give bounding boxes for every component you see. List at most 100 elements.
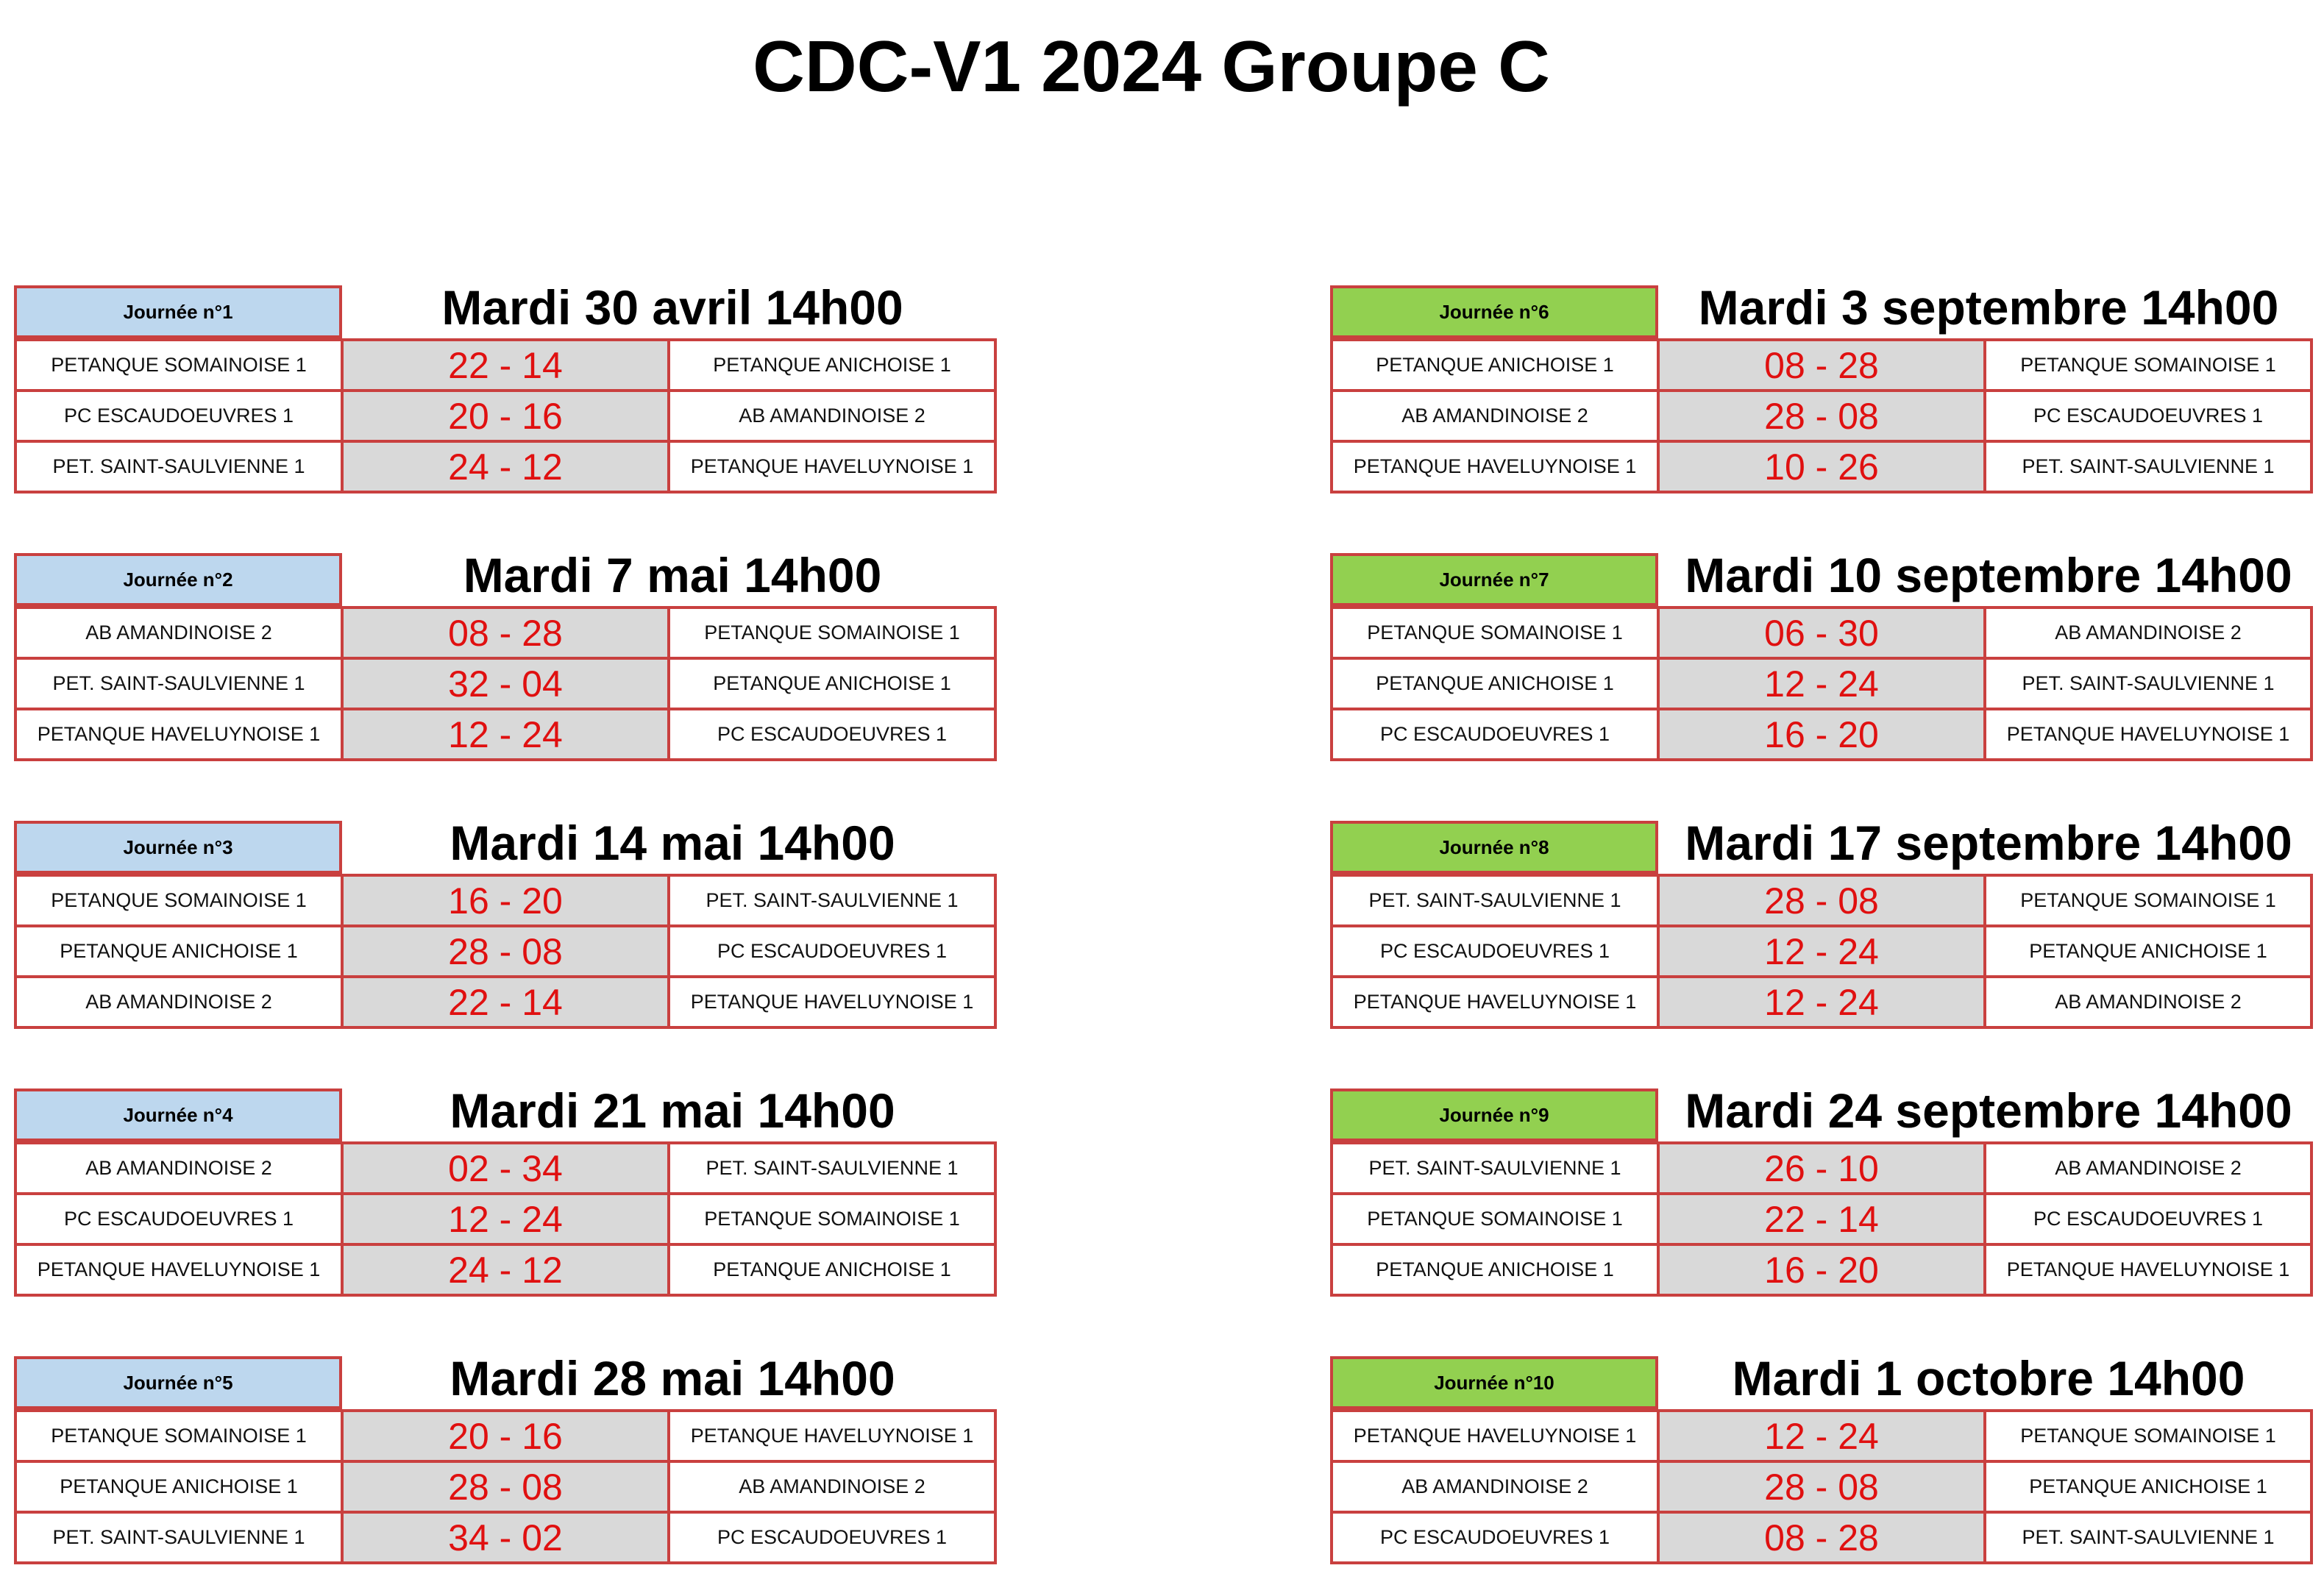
match-row: AB AMANDINOISE 2 02 - 34 PET. SAINT-SAUL…	[14, 1141, 997, 1195]
away-team: PETANQUE ANICHOISE 1	[1983, 1460, 2313, 1514]
home-team: PETANQUE HAVELUYNOISE 1	[1330, 440, 1660, 494]
away-team: PET. SAINT-SAULVIENNE 1	[1983, 440, 2313, 494]
home-team: AB AMANDINOISE 2	[14, 1141, 344, 1195]
home-team: AB AMANDINOISE 2	[1330, 1460, 1660, 1514]
match-row: PET. SAINT-SAULVIENNE 1 34 - 02 PC ESCAU…	[14, 1511, 997, 1564]
score: 28 - 08	[341, 1460, 670, 1514]
away-team: PET. SAINT-SAULVIENNE 1	[667, 1141, 997, 1195]
away-team: PETANQUE SOMAINOISE 1	[667, 1192, 997, 1246]
away-team: PC ESCAUDOEUVRES 1	[667, 708, 997, 761]
journee-date: Mardi 7 mai 14h00	[463, 548, 882, 602]
score: 06 - 30	[1657, 606, 1986, 660]
journee-5: Journée n°5 Mardi 28 mai 14h00 PETANQUE …	[14, 1351, 1001, 1572]
home-team: AB AMANDINOISE 2	[1330, 389, 1660, 443]
score: 28 - 08	[341, 924, 670, 978]
home-team: PETANQUE SOMAINOISE 1	[14, 1409, 344, 1463]
match-row: PET. SAINT-SAULVIENNE 1 28 - 08 PETANQUE…	[1330, 874, 2313, 927]
home-team: PC ESCAUDOEUVRES 1	[1330, 1511, 1660, 1564]
home-team: AB AMANDINOISE 2	[14, 606, 344, 660]
home-team: PET. SAINT-SAULVIENNE 1	[1330, 1141, 1660, 1195]
match-row: PETANQUE ANICHOISE 1 16 - 20 PETANQUE HA…	[1330, 1243, 2313, 1297]
journee-date: Mardi 3 septembre 14h00	[1698, 280, 2279, 335]
home-team: AB AMANDINOISE 2	[14, 975, 344, 1029]
match-row: PETANQUE ANICHOISE 1 28 - 08 AB AMANDINO…	[14, 1460, 997, 1514]
page-title: CDC-V1 2024 Groupe C	[753, 26, 1550, 107]
score: 12 - 24	[1657, 975, 1986, 1029]
journee-label: Journée n°6	[1330, 285, 1658, 338]
journee-date: Mardi 28 mai 14h00	[449, 1351, 895, 1405]
score: 24 - 12	[341, 440, 670, 494]
matches-table: PETANQUE SOMAINOISE 1 20 - 16 PETANQUE H…	[14, 1409, 997, 1564]
score: 12 - 24	[1657, 924, 1986, 978]
journee-date: Mardi 14 mai 14h00	[449, 816, 895, 870]
match-row: PETANQUE ANICHOISE 1 28 - 08 PC ESCAUDOE…	[14, 924, 997, 978]
journee-date: Mardi 30 avril 14h00	[441, 280, 903, 335]
journee-date: Mardi 17 septembre 14h00	[1685, 816, 2292, 870]
journee-label: Journée n°3	[14, 821, 342, 874]
journee-label: Journée n°4	[14, 1088, 342, 1141]
score: 20 - 16	[341, 389, 670, 443]
score: 12 - 24	[1657, 657, 1986, 710]
away-team: PC ESCAUDOEUVRES 1	[1983, 389, 2313, 443]
score: 34 - 02	[341, 1511, 670, 1564]
score: 20 - 16	[341, 1409, 670, 1463]
match-row: PETANQUE ANICHOISE 1 12 - 24 PET. SAINT-…	[1330, 657, 2313, 710]
score: 28 - 08	[1657, 1460, 1986, 1514]
away-team: PETANQUE ANICHOISE 1	[667, 657, 997, 710]
home-team: PET. SAINT-SAULVIENNE 1	[1330, 874, 1660, 927]
match-row: PETANQUE HAVELUYNOISE 1 12 - 24 PETANQUE…	[1330, 1409, 2313, 1463]
journee-label: Journée n°5	[14, 1356, 342, 1409]
away-team: PETANQUE ANICHOISE 1	[667, 1243, 997, 1297]
matches-table: PETANQUE SOMAINOISE 1 16 - 20 PET. SAINT…	[14, 874, 997, 1029]
score: 16 - 20	[1657, 708, 1986, 761]
home-team: PET. SAINT-SAULVIENNE 1	[14, 657, 344, 710]
score: 16 - 20	[1657, 1243, 1986, 1297]
home-team: PET. SAINT-SAULVIENNE 1	[14, 440, 344, 494]
score: 28 - 08	[1657, 874, 1986, 927]
match-row: AB AMANDINOISE 2 22 - 14 PETANQUE HAVELU…	[14, 975, 997, 1029]
away-team: PETANQUE HAVELUYNOISE 1	[667, 975, 997, 1029]
matches-table: AB AMANDINOISE 2 02 - 34 PET. SAINT-SAUL…	[14, 1141, 997, 1297]
away-team: PETANQUE HAVELUYNOISE 1	[1983, 708, 2313, 761]
away-team: PC ESCAUDOEUVRES 1	[667, 924, 997, 978]
match-row: PC ESCAUDOEUVRES 1 20 - 16 AB AMANDINOIS…	[14, 389, 997, 443]
journee-label: Journée n°1	[14, 285, 342, 338]
away-team: AB AMANDINOISE 2	[667, 389, 997, 443]
match-row: PC ESCAUDOEUVRES 1 16 - 20 PETANQUE HAVE…	[1330, 708, 2313, 761]
home-team: PETANQUE ANICHOISE 1	[14, 924, 344, 978]
away-team: PET. SAINT-SAULVIENNE 1	[1983, 657, 2313, 710]
journee-2: Journée n°2 Mardi 7 mai 14h00 AB AMANDIN…	[14, 548, 1001, 769]
match-row: AB AMANDINOISE 2 28 - 08 PC ESCAUDOEUVRE…	[1330, 389, 2313, 443]
home-team: PC ESCAUDOEUVRES 1	[14, 389, 344, 443]
match-row: PETANQUE HAVELUYNOISE 1 12 - 24 PC ESCAU…	[14, 708, 997, 761]
score: 32 - 04	[341, 657, 670, 710]
match-row: PET. SAINT-SAULVIENNE 1 32 - 04 PETANQUE…	[14, 657, 997, 710]
away-team: AB AMANDINOISE 2	[1983, 975, 2313, 1029]
match-row: PC ESCAUDOEUVRES 1 12 - 24 PETANQUE SOMA…	[14, 1192, 997, 1246]
home-team: PET. SAINT-SAULVIENNE 1	[14, 1511, 344, 1564]
away-team: AB AMANDINOISE 2	[1983, 606, 2313, 660]
home-team: PC ESCAUDOEUVRES 1	[1330, 708, 1660, 761]
home-team: PETANQUE ANICHOISE 1	[14, 1460, 344, 1514]
away-team: PETANQUE ANICHOISE 1	[667, 338, 997, 392]
score: 02 - 34	[341, 1141, 670, 1195]
matches-table: PET. SAINT-SAULVIENNE 1 26 - 10 AB AMAND…	[1330, 1141, 2313, 1297]
journee-date: Mardi 24 septembre 14h00	[1685, 1083, 2292, 1138]
away-team: AB AMANDINOISE 2	[1983, 1141, 2313, 1195]
match-row: PET. SAINT-SAULVIENNE 1 26 - 10 AB AMAND…	[1330, 1141, 2313, 1195]
away-team: PETANQUE SOMAINOISE 1	[1983, 338, 2313, 392]
matches-table: PETANQUE HAVELUYNOISE 1 12 - 24 PETANQUE…	[1330, 1409, 2313, 1564]
score: 16 - 20	[341, 874, 670, 927]
score: 12 - 24	[341, 708, 670, 761]
journee-label: Journée n°9	[1330, 1088, 1658, 1141]
journee-10: Journée n°10 Mardi 1 octobre 14h00 PETAN…	[1330, 1351, 2317, 1572]
match-row: PETANQUE SOMAINOISE 1 16 - 20 PET. SAINT…	[14, 874, 997, 927]
match-row: PETANQUE SOMAINOISE 1 22 - 14 PC ESCAUDO…	[1330, 1192, 2313, 1246]
score: 08 - 28	[1657, 1511, 1986, 1564]
away-team: AB AMANDINOISE 2	[667, 1460, 997, 1514]
away-team: PET. SAINT-SAULVIENNE 1	[1983, 1511, 2313, 1564]
home-team: PETANQUE HAVELUYNOISE 1	[1330, 1409, 1660, 1463]
away-team: PETANQUE HAVELUYNOISE 1	[667, 1409, 997, 1463]
score: 08 - 28	[341, 606, 670, 660]
journee-label: Journée n°10	[1330, 1356, 1658, 1409]
